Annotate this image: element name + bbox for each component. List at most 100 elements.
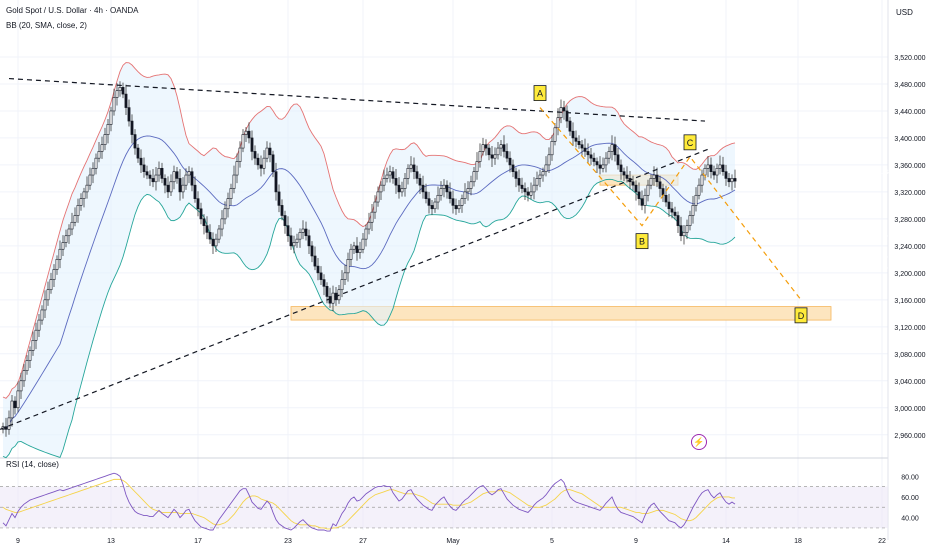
price-tick-label: 3,160.000: [894, 298, 925, 305]
candle-body: [427, 198, 431, 206]
candle-body: [634, 184, 638, 193]
candle-body: [511, 164, 515, 172]
candle-body: [271, 154, 275, 172]
candle-body: [433, 201, 437, 210]
candle-body: [160, 167, 164, 179]
candle-body: [136, 147, 140, 159]
candle-body: [592, 157, 596, 162]
rsi-tick-label: 80.00: [901, 474, 919, 481]
candle-body: [97, 151, 101, 159]
candle-body: [4, 426, 8, 430]
candle-body: [571, 130, 575, 139]
candle-body: [475, 161, 479, 172]
candle-body: [703, 167, 707, 176]
candle-body: [10, 400, 14, 419]
candle-body: [706, 164, 710, 169]
candle-body: [667, 201, 671, 210]
price-tick-label: 3,200.000: [894, 271, 925, 278]
candle-body: [94, 157, 98, 169]
candle-body: [268, 147, 272, 156]
price-tick-label: 3,440.000: [894, 109, 925, 116]
candle-body: [157, 167, 161, 176]
candle-body: [241, 134, 245, 149]
price-label-bb-mid: 3,216.446: [882, 252, 914, 259]
candle-body: [178, 178, 182, 193]
candle-body: [499, 144, 503, 149]
candle-body: [676, 215, 680, 226]
price-label-bb-lower: 3,205.501: [882, 263, 914, 270]
candle-body: [265, 147, 269, 159]
bb-basis: [2, 135, 736, 429]
symbol-title[interactable]: Gold Spot / U.S. Dollar · 4h · OANDA: [6, 6, 139, 15]
candle-body: [163, 178, 167, 186]
price-tick-label: 3,120.000: [894, 325, 925, 332]
candle-body: [541, 171, 545, 176]
candle-body: [538, 174, 542, 179]
price-tick-label: 3,280.000: [894, 217, 925, 224]
candle-body: [202, 218, 206, 226]
candle-body: [622, 171, 626, 176]
candle-body: [394, 178, 398, 186]
candle-body: [694, 194, 698, 206]
candle-body: [517, 178, 521, 186]
candle-body: [58, 248, 62, 260]
candle-body: [118, 87, 122, 92]
candle-body: [205, 225, 209, 233]
candle-body: [181, 184, 185, 193]
candle-body: [193, 184, 197, 199]
candle-body: [172, 171, 176, 183]
price-tick-label: 3,520.000: [894, 55, 925, 62]
candle-body: [313, 255, 317, 267]
lightning-icon[interactable]: ⚡: [691, 434, 707, 450]
candle-body: [439, 188, 443, 196]
candle-body: [121, 87, 125, 95]
rsi-tick-label: 40.00: [901, 516, 919, 523]
price-axis[interactable]: 3,520.000 3,480.000 3,440.000 3,400.000 3,36…: [894, 55, 925, 440]
bb-indicator-label[interactable]: BB (20, SMA, close, 2): [6, 21, 87, 30]
candle-body: [457, 205, 461, 210]
rsi-tick-label: 60.00: [901, 495, 919, 502]
candle-body: [658, 181, 662, 189]
candle-body: [691, 205, 695, 216]
candle-body: [406, 167, 410, 179]
candle-body: [196, 198, 200, 210]
candle-body: [22, 370, 26, 382]
candle-body: [562, 107, 566, 112]
candle-body: [646, 184, 650, 196]
candle-body: [685, 225, 689, 233]
candle-body: [343, 272, 347, 280]
candle-body: [409, 164, 413, 169]
candle-body: [478, 151, 482, 162]
point-D-box: [794, 307, 808, 324]
time-tick-label: 22: [878, 538, 886, 545]
candle-body: [472, 171, 476, 183]
candle-body: [76, 205, 80, 216]
time-tick-label: May: [446, 538, 460, 545]
candle-body: [286, 225, 290, 237]
candle-body: [250, 137, 254, 152]
candle-body: [490, 154, 494, 159]
candle-body: [370, 211, 374, 223]
candle-body: [469, 181, 473, 189]
candle-body: [358, 248, 362, 253]
candle-body: [190, 171, 194, 186]
rsi-indicator-label[interactable]: RSI (14, close): [6, 460, 59, 469]
candle-body: [424, 191, 428, 199]
candle-body: [91, 167, 95, 176]
candle-body: [463, 191, 467, 199]
candle-body: [82, 191, 86, 199]
candle-body: [556, 117, 560, 129]
currency-label[interactable]: USD: [896, 8, 913, 17]
candle-body: [655, 174, 659, 183]
candle-body: [208, 232, 212, 240]
candle-body: [529, 191, 533, 196]
candle-body: [37, 319, 41, 331]
candle-body: [580, 144, 584, 149]
candle-body: [595, 161, 599, 166]
time-tick-label: 17: [194, 538, 202, 545]
candle-body: [403, 178, 407, 189]
time-axis[interactable]: 913172327May5914182227Jun51013182226Jul4…: [16, 538, 932, 545]
candle-body: [688, 215, 692, 226]
time-tick-label: 5: [550, 538, 554, 545]
candle-body: [604, 157, 608, 166]
